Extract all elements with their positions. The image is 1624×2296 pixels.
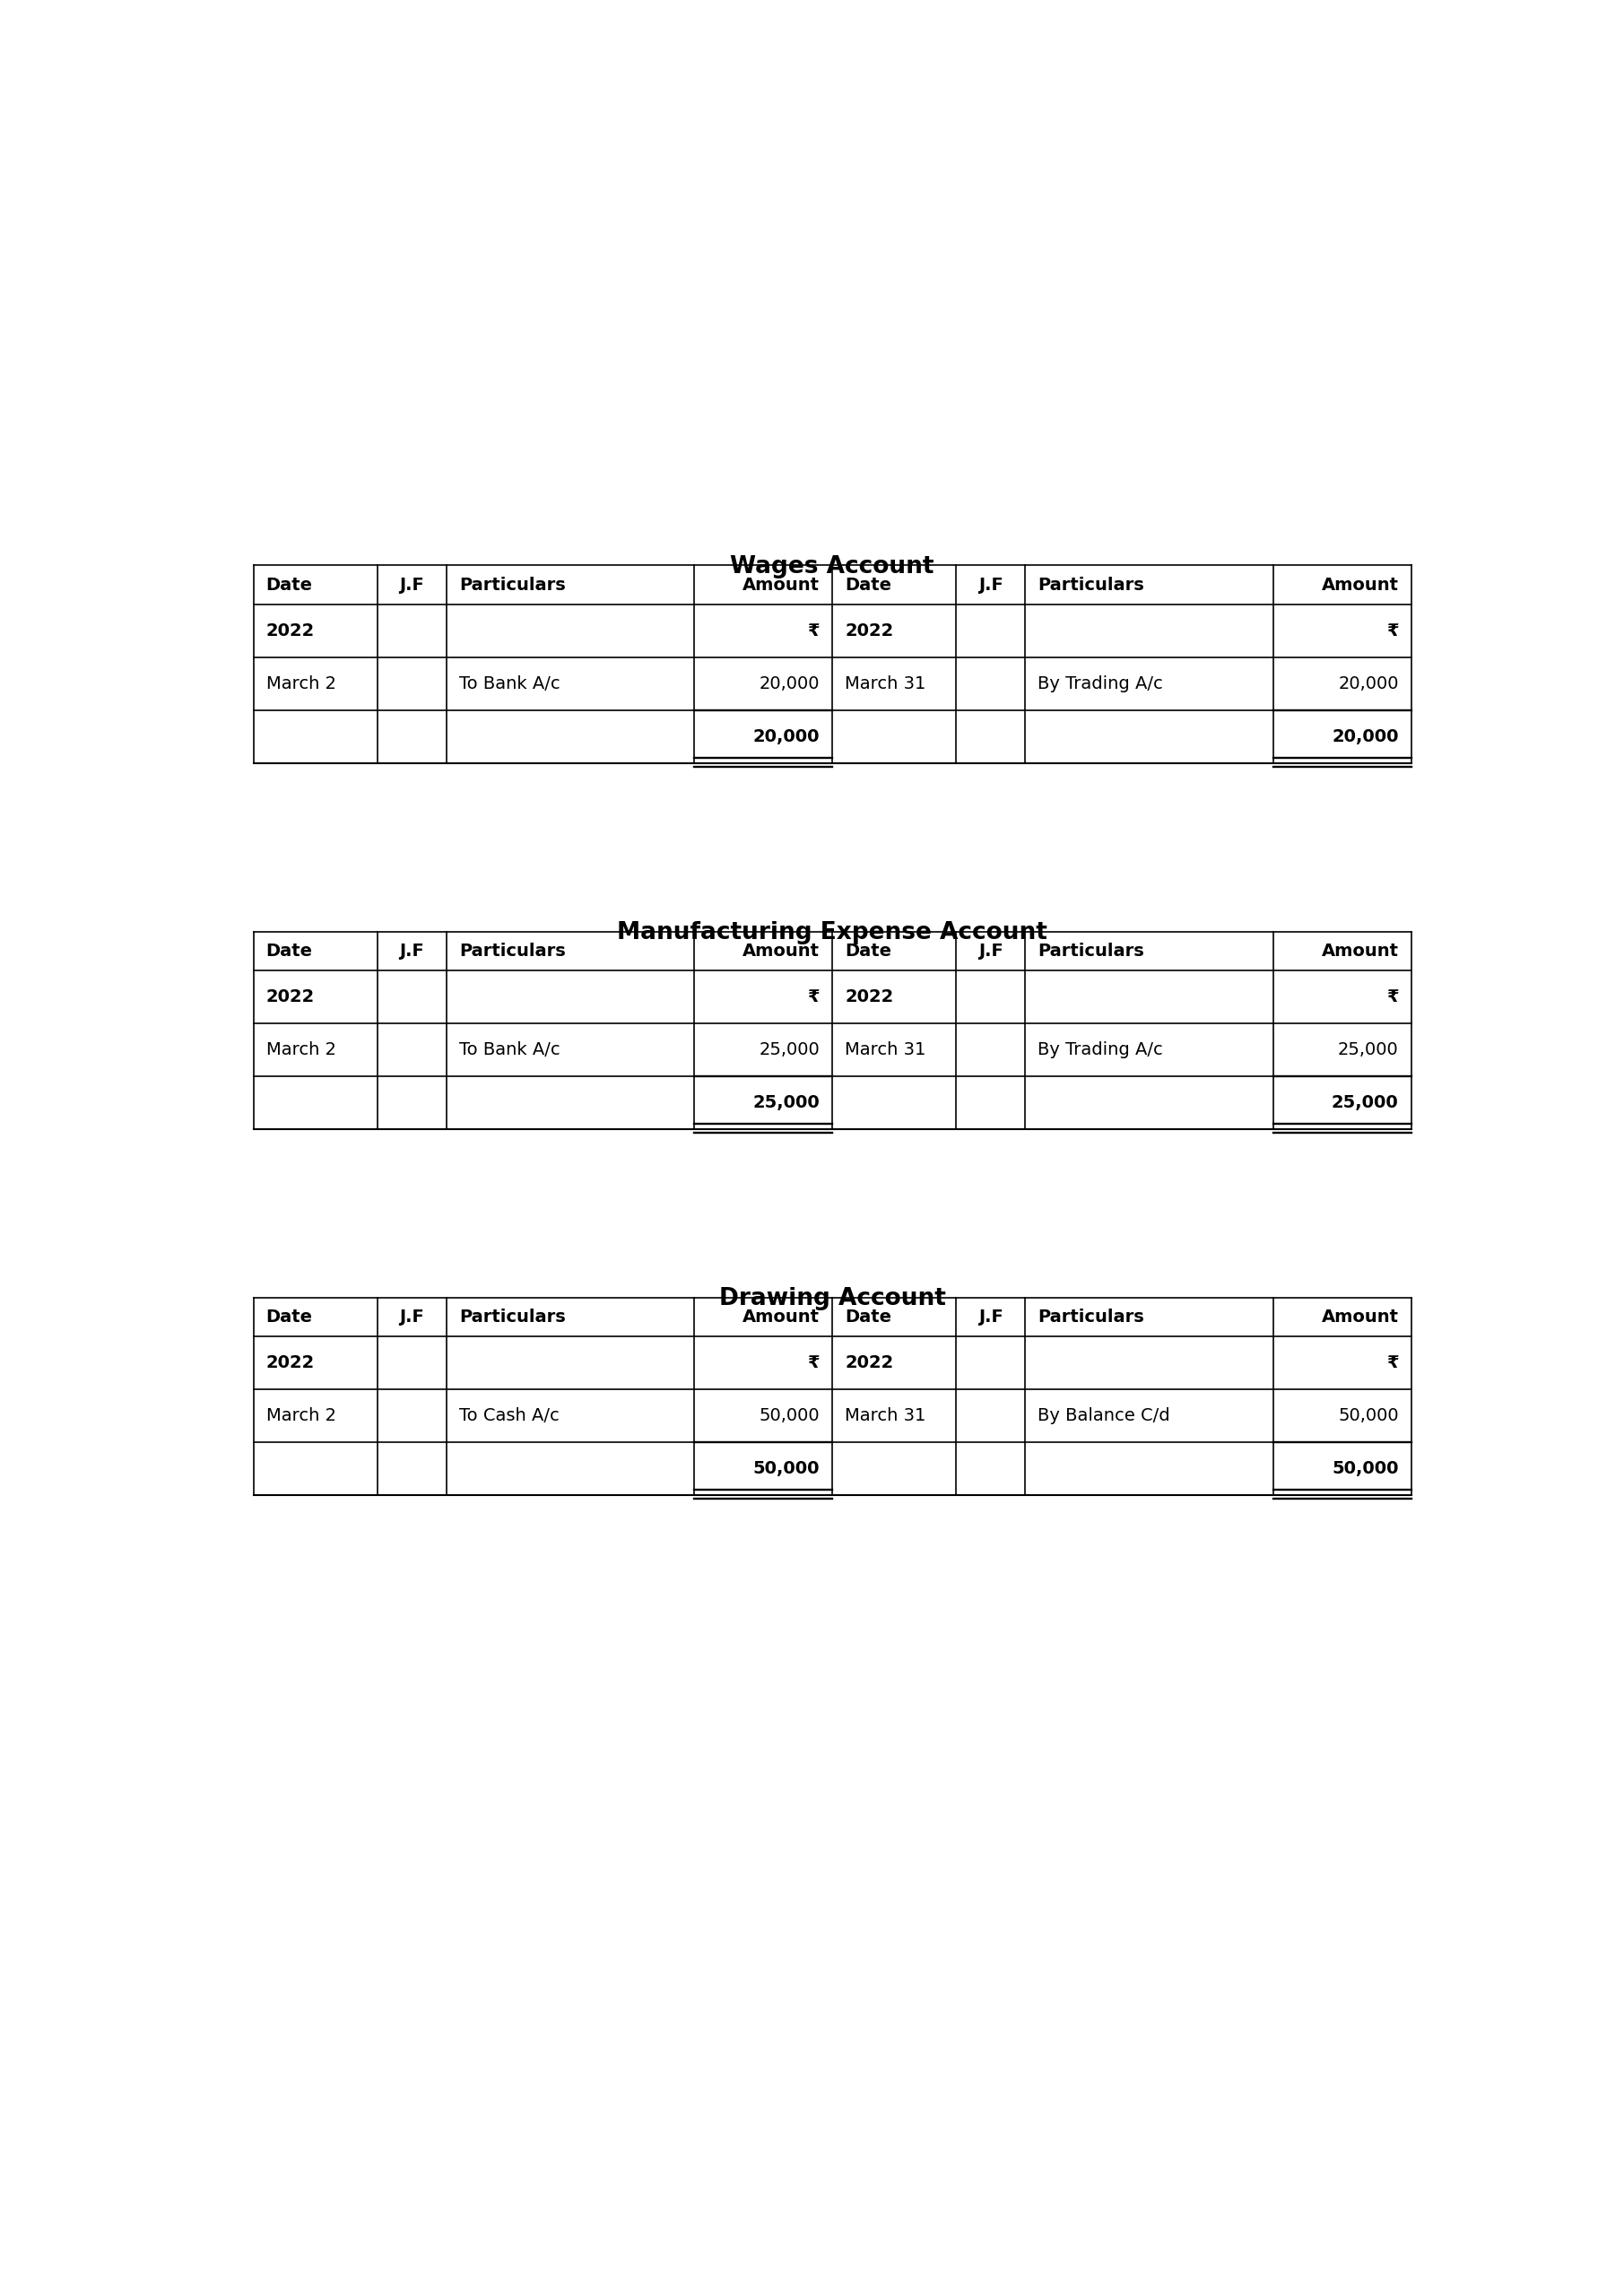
Text: 25,000: 25,000 — [1338, 1042, 1398, 1058]
Text: Date: Date — [844, 576, 892, 592]
Text: J.F: J.F — [978, 1309, 1004, 1325]
Text: Date: Date — [266, 941, 312, 960]
Text: 50,000: 50,000 — [754, 1460, 820, 1476]
Text: 2022: 2022 — [844, 1355, 893, 1371]
Text: J.F: J.F — [400, 1309, 424, 1325]
Text: 25,000: 25,000 — [752, 1095, 820, 1111]
Text: By Balance C/d: By Balance C/d — [1038, 1407, 1171, 1424]
Text: March 31: March 31 — [844, 675, 926, 693]
Text: To Bank A/c: To Bank A/c — [460, 675, 560, 693]
Text: J.F: J.F — [978, 576, 1004, 592]
Text: 2022: 2022 — [266, 987, 315, 1006]
Text: Date: Date — [266, 576, 312, 592]
Text: 25,000: 25,000 — [758, 1042, 820, 1058]
Text: Date: Date — [844, 1309, 892, 1325]
Text: March 2: March 2 — [266, 1407, 336, 1424]
Text: Particulars: Particulars — [460, 1309, 565, 1325]
Text: 2022: 2022 — [844, 987, 893, 1006]
Text: 25,000: 25,000 — [1332, 1095, 1398, 1111]
Text: Particulars: Particulars — [1038, 941, 1145, 960]
Text: March 31: March 31 — [844, 1407, 926, 1424]
Text: 20,000: 20,000 — [1332, 728, 1398, 746]
Text: 20,000: 20,000 — [758, 675, 820, 693]
Text: Amount: Amount — [742, 1309, 820, 1325]
Text: Amount: Amount — [742, 576, 820, 592]
Text: ₹: ₹ — [807, 987, 820, 1006]
Text: Amount: Amount — [1322, 576, 1398, 592]
Text: 20,000: 20,000 — [1338, 675, 1398, 693]
Text: 2022: 2022 — [266, 622, 315, 638]
Text: March 2: March 2 — [266, 1042, 336, 1058]
Text: Particulars: Particulars — [460, 576, 565, 592]
Text: Particulars: Particulars — [1038, 1309, 1145, 1325]
Text: J.F: J.F — [400, 576, 424, 592]
Text: J.F: J.F — [978, 941, 1004, 960]
Text: 50,000: 50,000 — [1338, 1407, 1398, 1424]
Text: By Trading A/c: By Trading A/c — [1038, 1042, 1163, 1058]
Text: To Cash A/c: To Cash A/c — [460, 1407, 559, 1424]
Text: ₹: ₹ — [1387, 1355, 1398, 1371]
Text: 50,000: 50,000 — [1332, 1460, 1398, 1476]
Text: Amount: Amount — [1322, 941, 1398, 960]
Text: Amount: Amount — [1322, 1309, 1398, 1325]
Text: Manufacturing Expense Account: Manufacturing Expense Account — [617, 921, 1047, 944]
Text: ₹: ₹ — [807, 622, 820, 638]
Text: Date: Date — [266, 1309, 312, 1325]
Text: Particulars: Particulars — [460, 941, 565, 960]
Text: Amount: Amount — [742, 941, 820, 960]
Text: ₹: ₹ — [807, 1355, 820, 1371]
Text: March 2: March 2 — [266, 675, 336, 693]
Text: By Trading A/c: By Trading A/c — [1038, 675, 1163, 693]
Text: ₹: ₹ — [1387, 622, 1398, 638]
Text: Drawing Account: Drawing Account — [719, 1286, 945, 1311]
Text: 2022: 2022 — [266, 1355, 315, 1371]
Text: Wages Account: Wages Account — [731, 556, 934, 579]
Text: March 31: March 31 — [844, 1042, 926, 1058]
Text: 2022: 2022 — [844, 622, 893, 638]
Text: J.F: J.F — [400, 941, 424, 960]
Text: ₹: ₹ — [1387, 987, 1398, 1006]
Text: 20,000: 20,000 — [754, 728, 820, 746]
Text: Particulars: Particulars — [1038, 576, 1145, 592]
Text: To Bank A/c: To Bank A/c — [460, 1042, 560, 1058]
Text: Date: Date — [844, 941, 892, 960]
Text: 50,000: 50,000 — [758, 1407, 820, 1424]
